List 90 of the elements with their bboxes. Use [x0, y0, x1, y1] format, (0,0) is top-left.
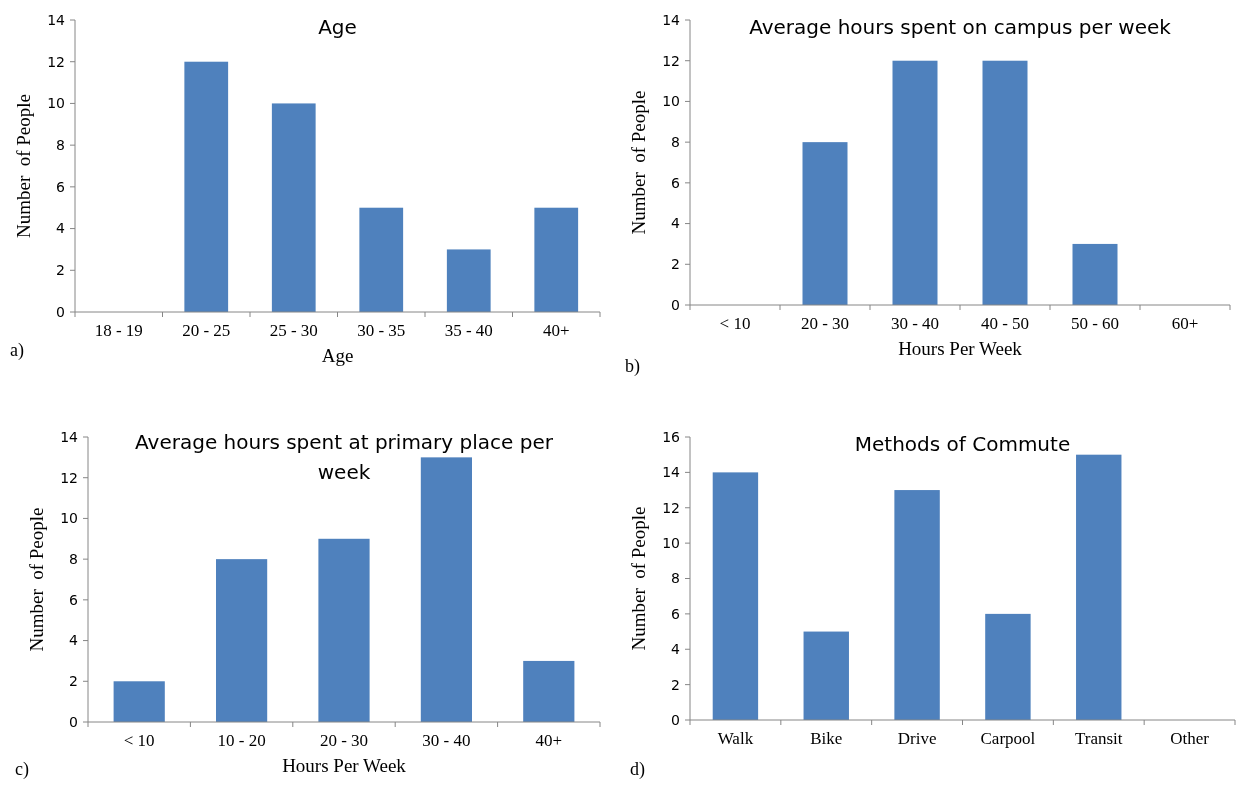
y-tick-label: 12	[662, 52, 680, 69]
y-tick-label: 16	[662, 428, 681, 445]
y-tick-label: 12	[60, 469, 78, 486]
x-tick-label: Drive	[897, 729, 937, 748]
x-tick-label: 40+	[542, 321, 570, 340]
y-tick-label: 6	[671, 605, 681, 622]
y-tick-label: 14	[662, 11, 681, 28]
x-tick-label: 20 - 30	[800, 314, 850, 333]
x-tick-label: Bike	[810, 729, 843, 748]
y-tick-label: 0	[671, 296, 680, 313]
bar	[892, 60, 938, 305]
x-tick-label: 30 - 40	[422, 731, 471, 750]
y-tick-label: 14	[60, 428, 79, 445]
x-tick-label: 30 - 35	[357, 321, 406, 340]
bar	[271, 103, 316, 312]
y-tick-label: 4	[671, 215, 681, 232]
chart-title: Methods of Commute	[854, 432, 1071, 456]
chart-title: Age	[318, 15, 357, 39]
x-tick-label: < 10	[719, 314, 751, 333]
bar	[894, 490, 940, 720]
y-tick-label: 6	[69, 591, 79, 608]
x-tick-label: 10 - 20	[217, 731, 266, 750]
x-tick-label: 40 - 50	[980, 314, 1030, 333]
y-tick-label: 14	[662, 464, 681, 481]
y-tick-label: 4	[69, 632, 79, 649]
x-tick-label: Walk	[717, 729, 754, 748]
y-tick-label: 8	[56, 137, 65, 154]
y-tick-label: 2	[671, 676, 680, 693]
x-tick-label: 60+	[1171, 314, 1199, 333]
y-tick-label: 12	[662, 499, 680, 516]
x-tick-label: 25 - 30	[269, 321, 318, 340]
y-tick-label: 4	[56, 220, 66, 237]
bar	[216, 559, 268, 722]
bar	[420, 457, 472, 722]
x-tick-label: 20 - 25	[182, 321, 231, 340]
y-axis-title: Number of People	[628, 90, 649, 235]
x-axis-title: Age	[321, 345, 354, 366]
bar	[803, 631, 849, 720]
y-tick-label: 10	[662, 535, 680, 552]
x-tick-label: Carpool	[980, 729, 1036, 748]
x-tick-label: Other	[1170, 729, 1210, 748]
bar	[446, 249, 491, 312]
y-tick-label: 6	[56, 178, 66, 195]
text: d)	[630, 759, 645, 780]
y-tick-label: 8	[671, 134, 680, 151]
x-tick-label: 18 - 19	[94, 321, 143, 340]
x-axis-title: Hours Per Week	[898, 338, 1023, 359]
x-tick-label: 20 - 30	[319, 731, 369, 750]
y-axis-title: Number of People	[13, 93, 34, 239]
bar	[523, 660, 575, 722]
x-tick-label: 40+	[535, 731, 563, 750]
y-axis-title: Number of People	[26, 507, 47, 652]
bar	[534, 207, 579, 312]
x-tick-label: Transit	[1074, 729, 1123, 748]
y-tick-label: 4	[671, 641, 681, 658]
bar	[359, 207, 404, 312]
bar	[712, 472, 759, 720]
y-tick-label: 10	[60, 510, 78, 527]
y-tick-label: 6	[671, 174, 681, 191]
y-tick-label: 8	[69, 551, 78, 568]
text: b)	[625, 356, 640, 377]
bar	[1072, 243, 1118, 305]
bar	[113, 681, 165, 722]
chart-title: Average hours spent on campus per week	[749, 15, 1172, 39]
y-tick-label: 0	[56, 303, 65, 320]
y-axis-title: Number of People	[628, 506, 649, 651]
bar	[985, 613, 1031, 720]
bar	[318, 538, 370, 722]
y-tick-label: 2	[671, 256, 680, 273]
x-tick-label: 50 - 60	[1070, 314, 1120, 333]
bar	[802, 142, 848, 305]
y-tick-label: 2	[69, 673, 78, 690]
x-axis-title: Hours Per Week	[282, 755, 407, 776]
x-tick-label: 30 - 40	[890, 314, 940, 333]
y-tick-label: 10	[662, 93, 680, 110]
y-tick-label: 0	[69, 713, 78, 730]
text: Average hours spent at primary place per week	[135, 430, 554, 484]
y-tick-label: 12	[47, 53, 65, 70]
bar	[982, 60, 1028, 305]
y-tick-label: 2	[56, 262, 65, 279]
bar	[1076, 454, 1122, 720]
bar	[184, 61, 229, 312]
y-tick-label: 10	[47, 95, 65, 112]
x-tick-label: < 10	[123, 731, 155, 750]
text: c)	[15, 759, 29, 780]
y-tick-label: 8	[671, 570, 680, 587]
x-tick-label: 35 - 40	[444, 321, 493, 340]
text: a)	[10, 340, 24, 361]
y-tick-label: 0	[671, 711, 680, 728]
y-tick-label: 14	[47, 11, 66, 28]
